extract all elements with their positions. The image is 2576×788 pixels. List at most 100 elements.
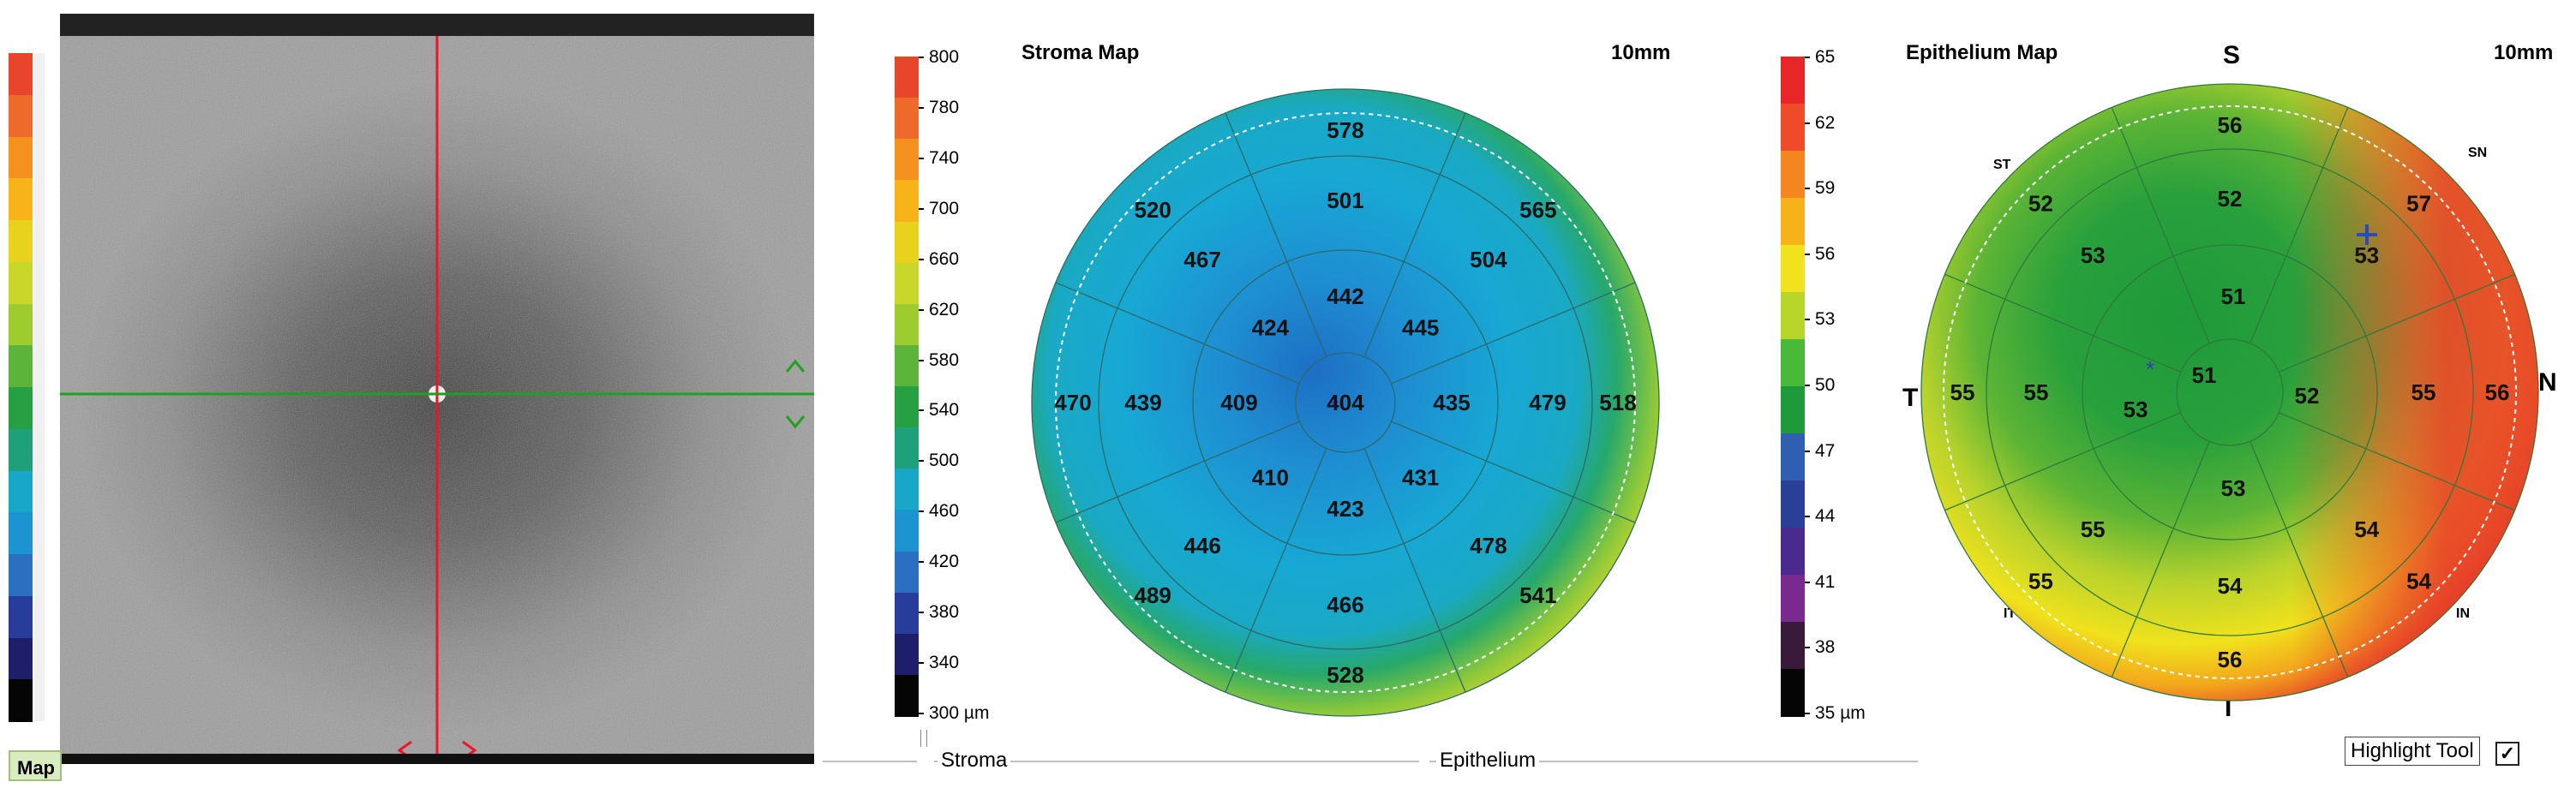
- grid-spoke: [2250, 441, 2349, 678]
- stroma-thickness-map[interactable]: * 404 442 445 435 431 423 410 409 424 501 504 479 47…: [1011, 69, 1680, 737]
- stroma-values: 404 442 445 435 431 423 410 409 424 501 504 479 478 4…: [1054, 117, 1636, 688]
- stroma-colorbar: [895, 57, 919, 717]
- orientation-n-label: N: [2538, 368, 2557, 397]
- stroma-colorbar-tick-mark: [919, 561, 924, 564]
- left-colorbar-ticks: [34, 53, 45, 721]
- epithelium-colorbar-swatch: [1781, 528, 1805, 576]
- stroma-value: 518: [1599, 390, 1636, 415]
- epithelium-value: 55: [2024, 379, 2049, 405]
- epithelium-values: 51 51 52 53 53 52 53 55 54 54 55 55 53 56 57 56 54 56 55 55…: [1950, 112, 2510, 672]
- scan-bottom-border: [60, 754, 814, 764]
- stroma-value: 565: [1519, 197, 1556, 223]
- epithelium-value: 54: [2218, 573, 2243, 599]
- stroma-colorbar-tick-label: 620: [929, 299, 960, 319]
- epithelium-value: 53: [2081, 242, 2106, 268]
- left-divider-line: [823, 761, 917, 762]
- epithelium-colorbar-swatch: [1781, 292, 1805, 340]
- epithelium-colorbar-tick-mark: [1805, 713, 1810, 714]
- highlight-tool-label: Highlight Tool: [2345, 737, 2480, 766]
- left-colorbar-swatch: [9, 345, 33, 388]
- left-colorbar-swatch: [9, 637, 33, 681]
- grid-spoke: [1391, 282, 1636, 385]
- checkbox-check-icon: ✓: [2499, 743, 2516, 764]
- stroma-colorbar-swatch: [895, 551, 919, 594]
- epithelium-thickness-map[interactable]: * 51 51 52 53 53 52 53 55 54 54 55 55 53 56 57 56 54 56 55…: [1913, 75, 2547, 709]
- epithelium-colorbar-tick-mark: [1805, 57, 1810, 58]
- stroma-value: 501: [1327, 188, 1363, 213]
- epithelium-colorbar-tick-mark: [1805, 581, 1810, 583]
- epithelium-value: 55: [2028, 569, 2053, 594]
- stroma-colorbar-tick-label: 340: [929, 653, 960, 673]
- grid-spoke: [1391, 421, 1636, 523]
- left-colorbar-swatch: [9, 303, 33, 347]
- epithelium-colorbar-tick-label: 59: [1815, 178, 1836, 199]
- epithelium-value: 52: [2295, 383, 2320, 409]
- green-down-arrow-icon[interactable]: [785, 415, 806, 429]
- stroma-colorbar-tick-label: 500: [929, 451, 960, 471]
- epithelium-value: 55: [2411, 379, 2436, 405]
- epithelium-dashed-ring: [1943, 105, 2517, 679]
- epithelium-colorbar-swatch: [1781, 481, 1805, 528]
- stroma-colorbar-swatch: [895, 221, 919, 264]
- grid-spoke: [2279, 412, 2515, 511]
- stroma-value: 445: [1402, 314, 1439, 340]
- highlight-tool-checkbox[interactable]: ✓: [2495, 742, 2519, 766]
- orientation-st-label: ST: [1993, 158, 2011, 172]
- grid-spoke: [1055, 421, 1300, 523]
- stroma-colorbar-swatch: [895, 510, 919, 552]
- green-up-arrow-icon[interactable]: [785, 359, 806, 373]
- epithelium-colorbar-tick-label: 41: [1815, 571, 1836, 592]
- stroma-colorbar-tick-label: 460: [929, 501, 960, 522]
- stroma-colorbar-swatch: [895, 98, 919, 140]
- stroma-value: 435: [1433, 390, 1470, 415]
- orientation-i-label: I: [2225, 694, 2232, 722]
- stroma-colorbar-tick-label: 660: [929, 248, 960, 269]
- splitter-handle[interactable]: [920, 730, 927, 747]
- epithelium-colorbar-swatch: [1781, 151, 1805, 199]
- stroma-colorbar-swatch: [895, 57, 919, 99]
- stroma-colorbar-swatch: [895, 386, 919, 429]
- stroma-colorbar-tick-label: 780: [929, 97, 960, 117]
- left-colorbar-swatch: [9, 94, 33, 138]
- epithelium-colorbar: [1781, 57, 1805, 717]
- stroma-colorbar-tick-mark: [919, 207, 924, 210]
- scan-top-border: [60, 14, 814, 36]
- map-tab-button[interactable]: Map: [9, 750, 62, 781]
- epithelium-colorbar-tick-mark: [1805, 122, 1810, 124]
- epithelium-nasal-shading: [1921, 84, 2538, 701]
- stroma-value: 467: [1183, 247, 1220, 272]
- stroma-colorbar-swatch: [895, 592, 919, 635]
- grid-spoke: [2111, 107, 2210, 343]
- epithelium-center-marker-icon: *: [2146, 356, 2154, 382]
- epithelium-colorbar-tick-mark: [1805, 319, 1810, 321]
- epithelium-colorbar-tick-mark: [1805, 647, 1810, 649]
- stroma-colorbar-tick-mark: [919, 409, 924, 412]
- epithelium-colorbar-swatch: [1781, 386, 1805, 434]
- epithelium-colorbar-tick-label: 53: [1815, 309, 1836, 330]
- epithelium-value: 52: [2028, 190, 2053, 216]
- stroma-value: 404: [1327, 390, 1364, 415]
- stroma-colorbar-tick-mark: [919, 612, 924, 614]
- epithelium-value: 57: [2406, 190, 2431, 216]
- grid-spoke: [1055, 282, 1300, 385]
- grid-spoke: [2250, 107, 2349, 343]
- epithelium-colorbar-tick-label: 56: [1815, 243, 1836, 264]
- epithelium-colorbar-swatch: [1781, 575, 1805, 623]
- stroma-colorbar-ticks: 800 780 740 700 660 620 580 540 500 460 420 380 340 3…: [919, 48, 1004, 723]
- stroma-colorbar-swatch: [895, 427, 919, 470]
- oct-scan-image[interactable]: [60, 14, 814, 764]
- stroma-colorbar-tick-label: 540: [929, 400, 960, 421]
- stroma-colorbar-swatch: [895, 180, 919, 223]
- orientation-sn-label: SN: [2468, 146, 2488, 160]
- left-colorbar-swatch: [9, 554, 33, 597]
- grid-ring: [1031, 88, 1660, 717]
- orientation-in-label: IN: [2456, 606, 2470, 621]
- epithelium-colorbar-tick-mark: [1805, 516, 1810, 518]
- stroma-value: 479: [1529, 390, 1566, 415]
- stroma-colorbar-tick-mark: [919, 510, 924, 513]
- grid-spoke: [1363, 448, 1466, 693]
- epithelium-colorbar-swatch: [1781, 622, 1805, 670]
- epithelium-section-label: Epithelium: [1436, 749, 1540, 773]
- epithelium-size-label: 10mm: [2494, 41, 2554, 64]
- grid-ring: [1986, 148, 2474, 636]
